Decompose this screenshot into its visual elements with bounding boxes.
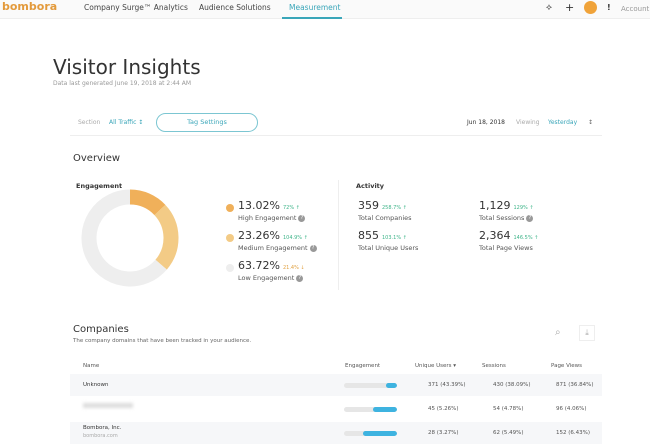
table-row[interactable] xyxy=(70,398,602,420)
help-icon[interactable]: ? xyxy=(298,214,306,222)
page-views-cell: 96 (4.06%) xyxy=(556,406,587,412)
page-views-cell: 152 (6.43%) xyxy=(556,430,591,436)
activity-caption: Total Page Views xyxy=(479,244,533,252)
date-label: Jun 18, 2018 xyxy=(467,119,506,126)
sessions-cell: 430 (38.09%) xyxy=(493,382,531,388)
activity-icon[interactable]: ⟡ xyxy=(546,3,552,13)
section-select[interactable]: All Traffic ↕ xyxy=(109,119,144,126)
activity-stat: 359 258.7% ↑ xyxy=(358,199,407,212)
logo[interactable]: bombora xyxy=(2,0,58,13)
company-domain: bombora.com xyxy=(83,433,118,439)
unique-users-cell: 28 (3.27%) xyxy=(428,430,459,436)
unique-users-cell: 45 (5.26%) xyxy=(428,406,459,412)
activity-stat: 1,129 129% ↑ xyxy=(479,199,534,212)
donut-slice xyxy=(81,189,167,287)
table-row[interactable] xyxy=(70,374,602,396)
col-name: Name xyxy=(83,363,100,369)
donut-slice xyxy=(129,189,166,216)
companies-title: Companies xyxy=(73,324,129,335)
table-row[interactable] xyxy=(70,422,602,444)
active-tab-indicator xyxy=(282,17,342,19)
activity-stat: 855 103.1% ↑ xyxy=(358,229,407,242)
companies-subtitle: The company domains that have been track… xyxy=(73,338,252,344)
search-icon[interactable]: ⌕ xyxy=(555,327,561,338)
engagement-bar xyxy=(344,383,397,388)
engagement-dot xyxy=(226,204,234,212)
plus-icon[interactable]: + xyxy=(565,1,575,14)
engagement-bar xyxy=(344,407,397,412)
engagement-donut xyxy=(81,189,179,287)
col-sessions[interactable]: Sessions xyxy=(482,363,506,369)
viewing-label: Viewing xyxy=(516,119,540,126)
company-name[interactable]: Unknown xyxy=(83,382,109,388)
engagement-dot xyxy=(226,234,234,242)
engagement-stat: 13.02% 72% ↑ xyxy=(238,199,300,212)
company-name[interactable]: Bombora, Inc. xyxy=(83,425,122,431)
engagement-dot xyxy=(226,264,234,272)
account-menu[interactable]: Account xyxy=(621,5,650,13)
nav-measurement[interactable]: Measurement xyxy=(289,3,341,12)
nav-company-surge[interactable]: Company Surge™ Analytics xyxy=(84,3,188,12)
alert-icon[interactable]: ! xyxy=(607,3,611,12)
engagement-stat: 63.72% 21.4% ↓ xyxy=(238,259,305,272)
unique-users-cell: 371 (43.39%) xyxy=(428,382,466,388)
toolbar xyxy=(70,110,602,136)
engagement-caption: Medium Engagement? xyxy=(238,244,317,252)
engagement-caption: Low Engagement? xyxy=(238,274,304,282)
viewing-select[interactable]: Yesterday xyxy=(548,119,578,126)
col-engagement[interactable]: Engagement xyxy=(345,363,381,369)
help-icon[interactable]: ? xyxy=(309,244,317,252)
engagement-stat: 23.26% 104.9% ↑ xyxy=(238,229,308,242)
col-unique-users[interactable]: Unique Users ▾ xyxy=(415,363,457,369)
activity-stat: 2,364 146.5% ↑ xyxy=(479,229,539,242)
engagement-bar xyxy=(344,431,397,436)
avatar[interactable] xyxy=(584,1,597,14)
help-icon[interactable]: ? xyxy=(526,214,534,222)
col-page-views[interactable]: Page Views xyxy=(551,363,582,369)
activity-caption: Total Companies xyxy=(358,214,412,222)
page-subtitle: Data last generated June 19, 2018 at 2:4… xyxy=(53,80,192,87)
sessions-cell: 62 (5.49%) xyxy=(493,430,524,436)
page-title: Visitor Insights xyxy=(53,55,201,79)
overview-title: Overview xyxy=(73,153,121,164)
help-icon[interactable]: ? xyxy=(296,274,304,282)
activity-caption: Total Sessions? xyxy=(479,214,534,222)
download-icon[interactable]: ⤓ xyxy=(579,325,595,341)
activity-label: Activity xyxy=(356,182,385,190)
tag-settings-button[interactable]: Tag Settings xyxy=(156,113,258,132)
select-arrows-icon[interactable]: ↕ xyxy=(588,119,594,126)
nav-audience-solutions[interactable]: Audience Solutions xyxy=(199,3,271,12)
page-views-cell: 871 (36.84%) xyxy=(556,382,594,388)
activity-caption: Total Unique Users xyxy=(358,244,419,252)
donut-slice xyxy=(154,204,179,270)
company-name-redacted xyxy=(83,403,133,408)
divider xyxy=(338,180,339,290)
section-label: Section xyxy=(78,119,101,126)
sessions-cell: 54 (4.78%) xyxy=(493,406,524,412)
engagement-caption: High Engagement? xyxy=(238,214,306,222)
engagement-label: Engagement xyxy=(76,182,123,190)
